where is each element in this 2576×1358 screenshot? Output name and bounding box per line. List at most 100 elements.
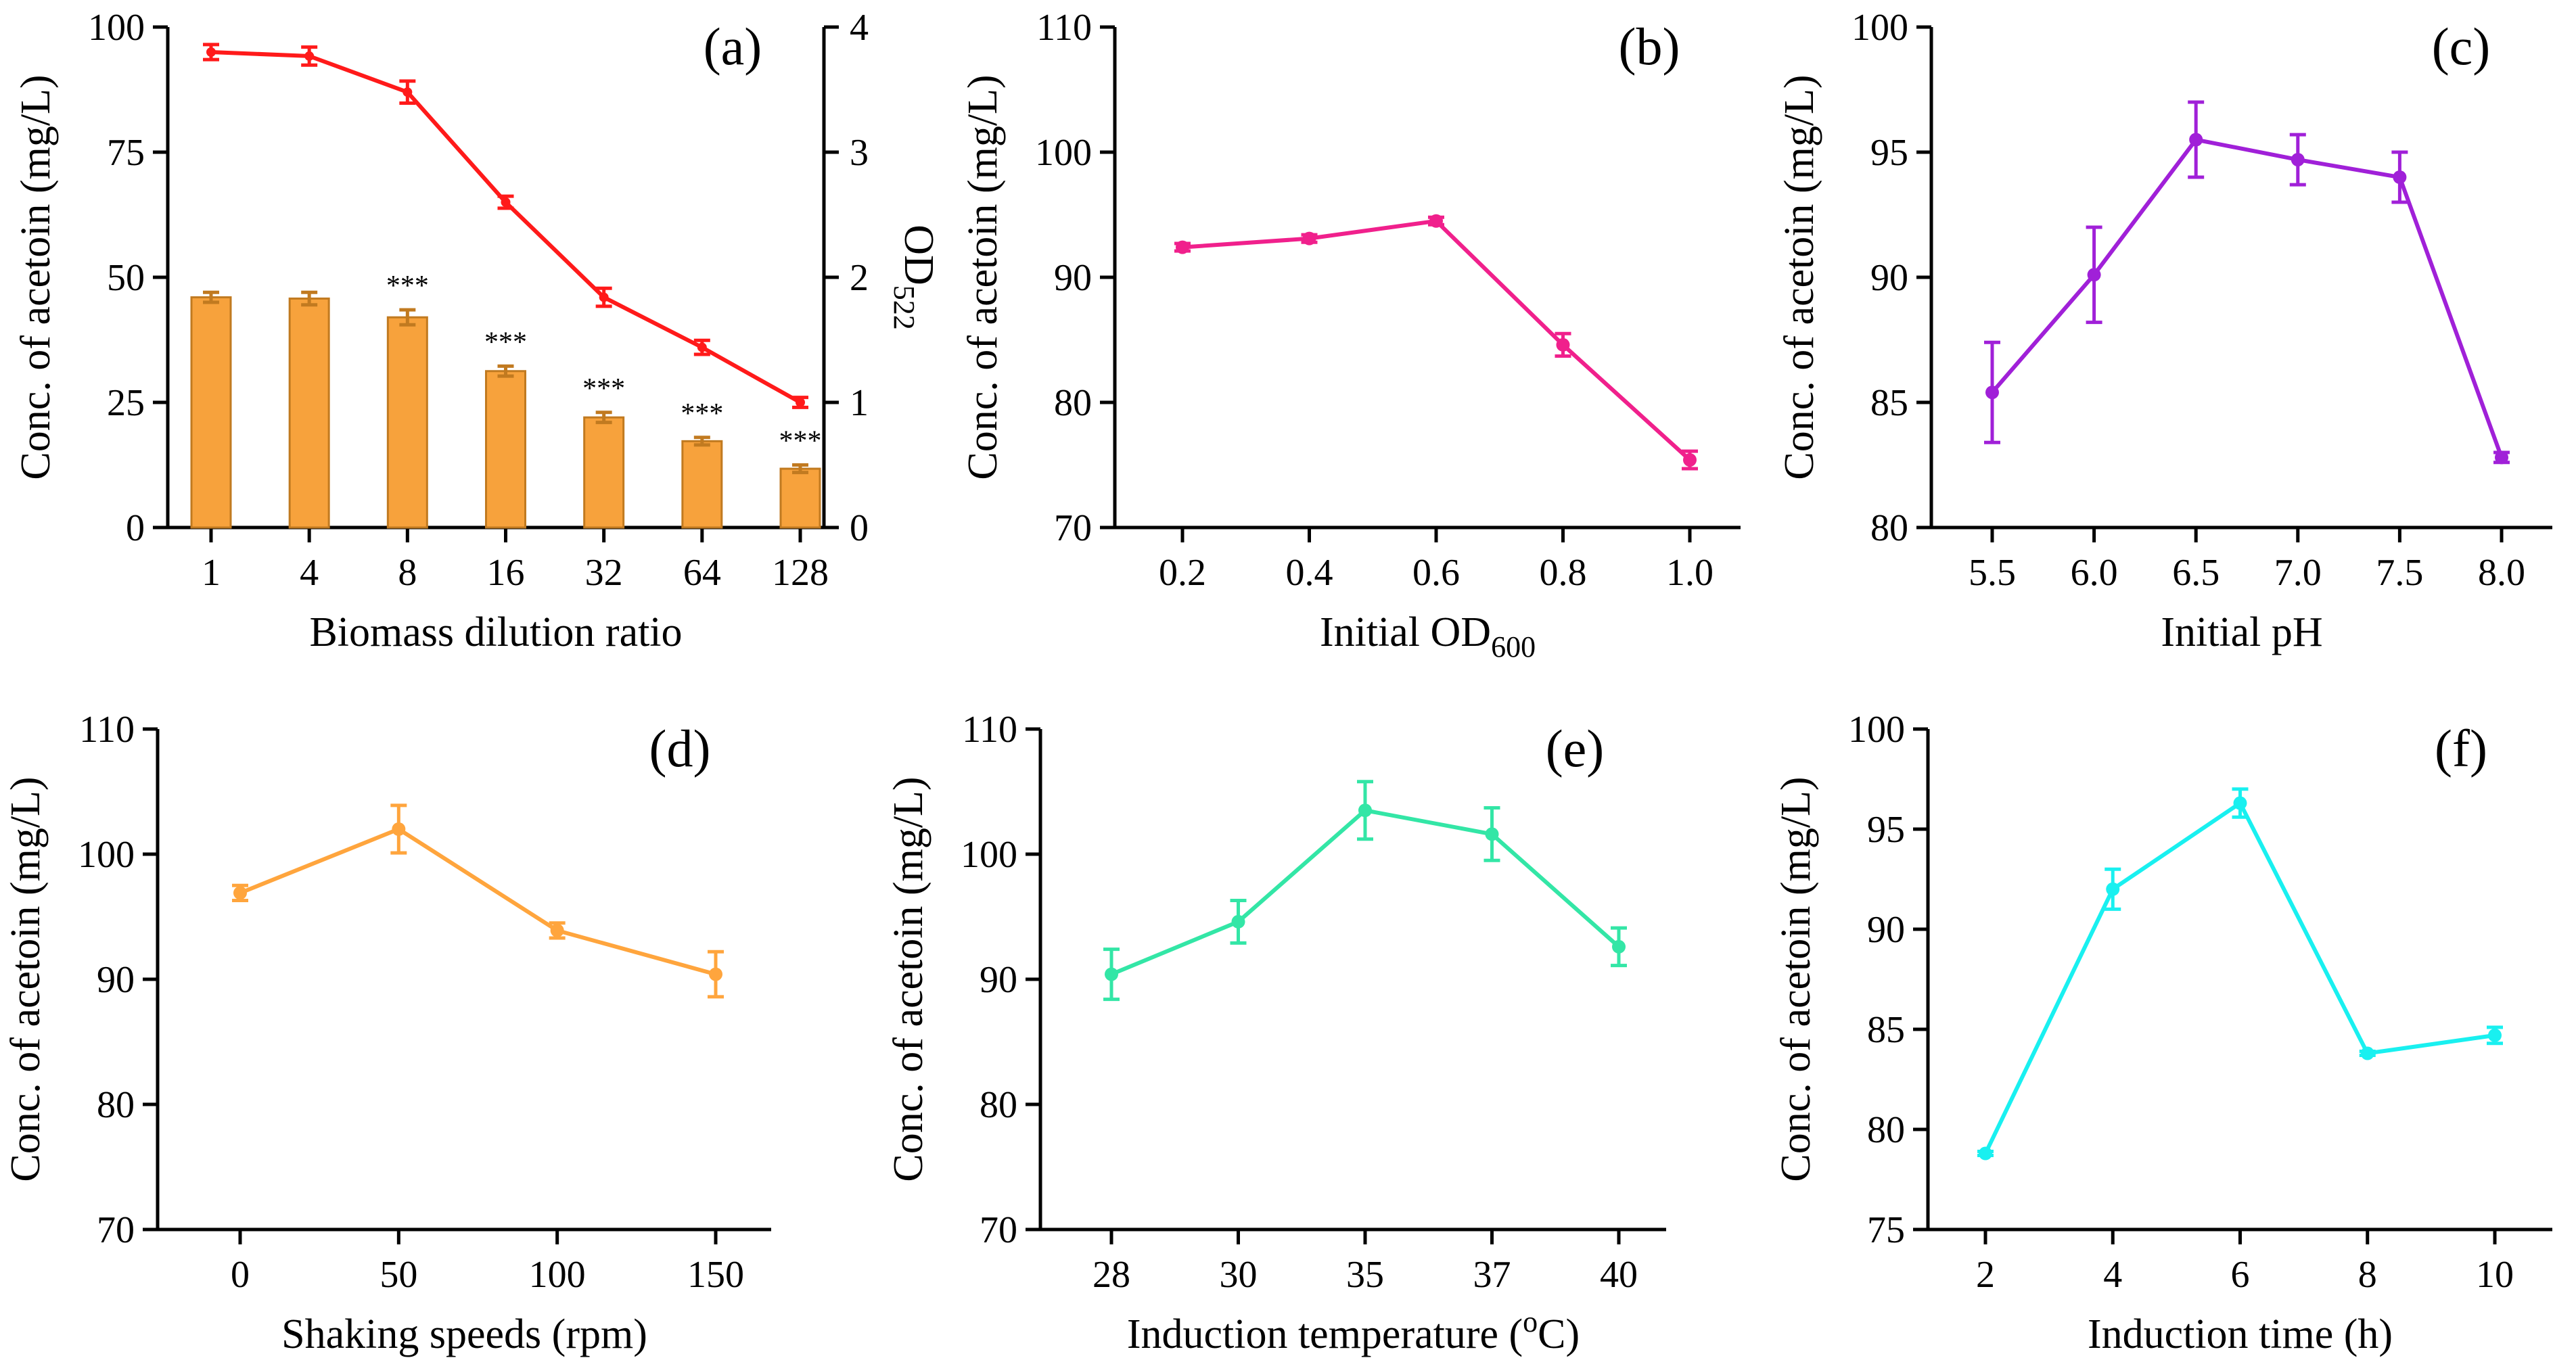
significance-mark: ***: [484, 327, 527, 358]
y-tick-label: 75: [1867, 1209, 1905, 1251]
y2-tick-label: 2: [850, 257, 869, 299]
y-tick-label: 75: [107, 132, 145, 174]
x-tick-label: 35: [1346, 1254, 1384, 1296]
bar-error-bar: [693, 436, 710, 447]
panel-b: 70 80 90 100 110 0.2 0.4 0.6 0.8 1.0 Conc. of acet…: [960, 7, 1741, 663]
x-axis-label: Initial OD600: [1320, 609, 1536, 663]
x-tick-label: 64: [683, 552, 721, 594]
data-point: [1683, 453, 1697, 467]
y-axis-label: Conc. of acetoin (mg/L): [960, 74, 1006, 479]
panel-label: (b): [1619, 17, 1680, 76]
y-tick-label: 100: [961, 834, 1017, 876]
y-axis-label: Conc. of acetoin (mg/L): [1776, 74, 1822, 479]
data-point: [1302, 231, 1316, 245]
bar: [681, 440, 723, 529]
x-tick-label: 6: [2231, 1254, 2250, 1296]
panel-d: 70 80 90 100 110 0 50 100 150 Conc. of acetoin (m…: [3, 709, 771, 1357]
data-point: [2291, 153, 2305, 167]
y-axis-label: Conc. of acetoin (mg/L): [1773, 776, 1819, 1181]
y-tick-label: 80: [1054, 382, 1092, 424]
y-tick-label: 0: [126, 507, 145, 549]
x-axis-label: Induction temperature (oC): [1127, 1305, 1580, 1357]
bar-error-bar: [301, 290, 318, 307]
x-tick-label: 5.5: [1969, 552, 2016, 594]
y-tick-label: 80: [97, 1084, 135, 1126]
significance-mark: ***: [681, 398, 723, 429]
x-axis-label-superscript: o: [1523, 1305, 1538, 1338]
bar: [190, 296, 232, 529]
x-tick-label: 100: [529, 1254, 586, 1296]
y-tick-label: 90: [1054, 257, 1092, 299]
data-point: [1612, 939, 1626, 954]
y-tick-label: 70: [980, 1209, 1017, 1251]
x-tick-label: 50: [380, 1254, 417, 1296]
y-tick-label: 110: [962, 709, 1017, 751]
y-axis-label: Conc. of acetoin (mg/L): [3, 776, 49, 1181]
x-tick-label: 0.6: [1412, 552, 1460, 594]
x-tick-label: 6.5: [2172, 552, 2220, 594]
x-tick-label: 40: [1600, 1254, 1638, 1296]
data-point: [599, 292, 609, 302]
x-axis-label-subscript: 600: [1491, 630, 1536, 663]
significance-mark: ***: [582, 373, 625, 404]
y-tick-label: 110: [79, 709, 135, 751]
y-tick-label: 100: [1848, 709, 1905, 751]
x-tick-label: 0: [231, 1254, 250, 1296]
y-tick-label: 90: [97, 959, 135, 1001]
x-tick-label: 8.0: [2478, 552, 2525, 594]
x-tick-label: 1.0: [1666, 552, 1714, 594]
x-tick-label: 28: [1092, 1254, 1130, 1296]
data-point: [1176, 240, 1189, 254]
bar: [386, 316, 428, 529]
y-tick-label: 80: [980, 1084, 1017, 1126]
x-tick-label: 4: [300, 552, 319, 594]
y-tick-label: 70: [97, 1209, 135, 1251]
panel-label: (c): [2432, 17, 2491, 76]
data-point: [402, 87, 413, 97]
y-tick-label: 90: [980, 959, 1017, 1001]
data-point: [501, 197, 511, 207]
data-point: [2488, 1028, 2502, 1042]
x-tick-label: 150: [687, 1254, 744, 1296]
data-point: [206, 47, 216, 57]
bar-error-bar: [399, 308, 416, 327]
x-axis-label-main: Initial OD: [1320, 609, 1491, 655]
series-line: [1182, 218, 1692, 462]
data-point: [1429, 214, 1443, 228]
y-tick-label: 80: [1870, 507, 1908, 549]
panel-label: (a): [704, 17, 762, 76]
y-tick-label: 50: [107, 257, 145, 299]
bar: [288, 297, 330, 529]
data-point: [2393, 170, 2407, 184]
bar-error-bar: [203, 290, 219, 304]
data-point: [550, 923, 564, 937]
y-tick-label: 100: [88, 7, 145, 49]
x-axis-label: Initial pH: [2161, 609, 2322, 655]
significance-mark: ***: [386, 271, 429, 302]
y-tick-label: 70: [1054, 507, 1092, 549]
y-tick-label: 100: [78, 834, 135, 876]
y-tick-label: 100: [1852, 7, 1908, 49]
y-tick-label: 80: [1867, 1109, 1905, 1151]
x-tick-label: 0.2: [1159, 552, 1206, 594]
x-tick-label: 7.0: [2274, 552, 2322, 594]
y2-tick-label: 1: [850, 382, 869, 424]
panel-label: (e): [1546, 719, 1605, 778]
x-tick-label: 10: [2476, 1254, 2514, 1296]
data-point: [1979, 1146, 1992, 1161]
x-tick-label: 128: [772, 552, 829, 594]
y-axis-label: Conc. of acetoin (mg/L): [886, 776, 932, 1181]
y-tick-label: 90: [1867, 909, 1905, 951]
x-tick-label: 16: [487, 552, 525, 594]
y2-tick-label: 4: [850, 7, 869, 49]
significance-mark: ***: [779, 426, 822, 457]
data-point: [1485, 827, 1499, 841]
x-tick-label: 0.8: [1540, 552, 1587, 594]
y-tick-label: 110: [1036, 7, 1092, 49]
series-line: [1990, 137, 2504, 459]
x-axis-label: Shaking speeds (rpm): [281, 1311, 647, 1357]
panel-f: 75 80 85 90 95 100 2 4 6 8 10 Conc. of acetoin (mg/…: [1773, 709, 2552, 1357]
bar-error-bar: [792, 463, 808, 475]
y2-tick-label: 0: [850, 507, 869, 549]
